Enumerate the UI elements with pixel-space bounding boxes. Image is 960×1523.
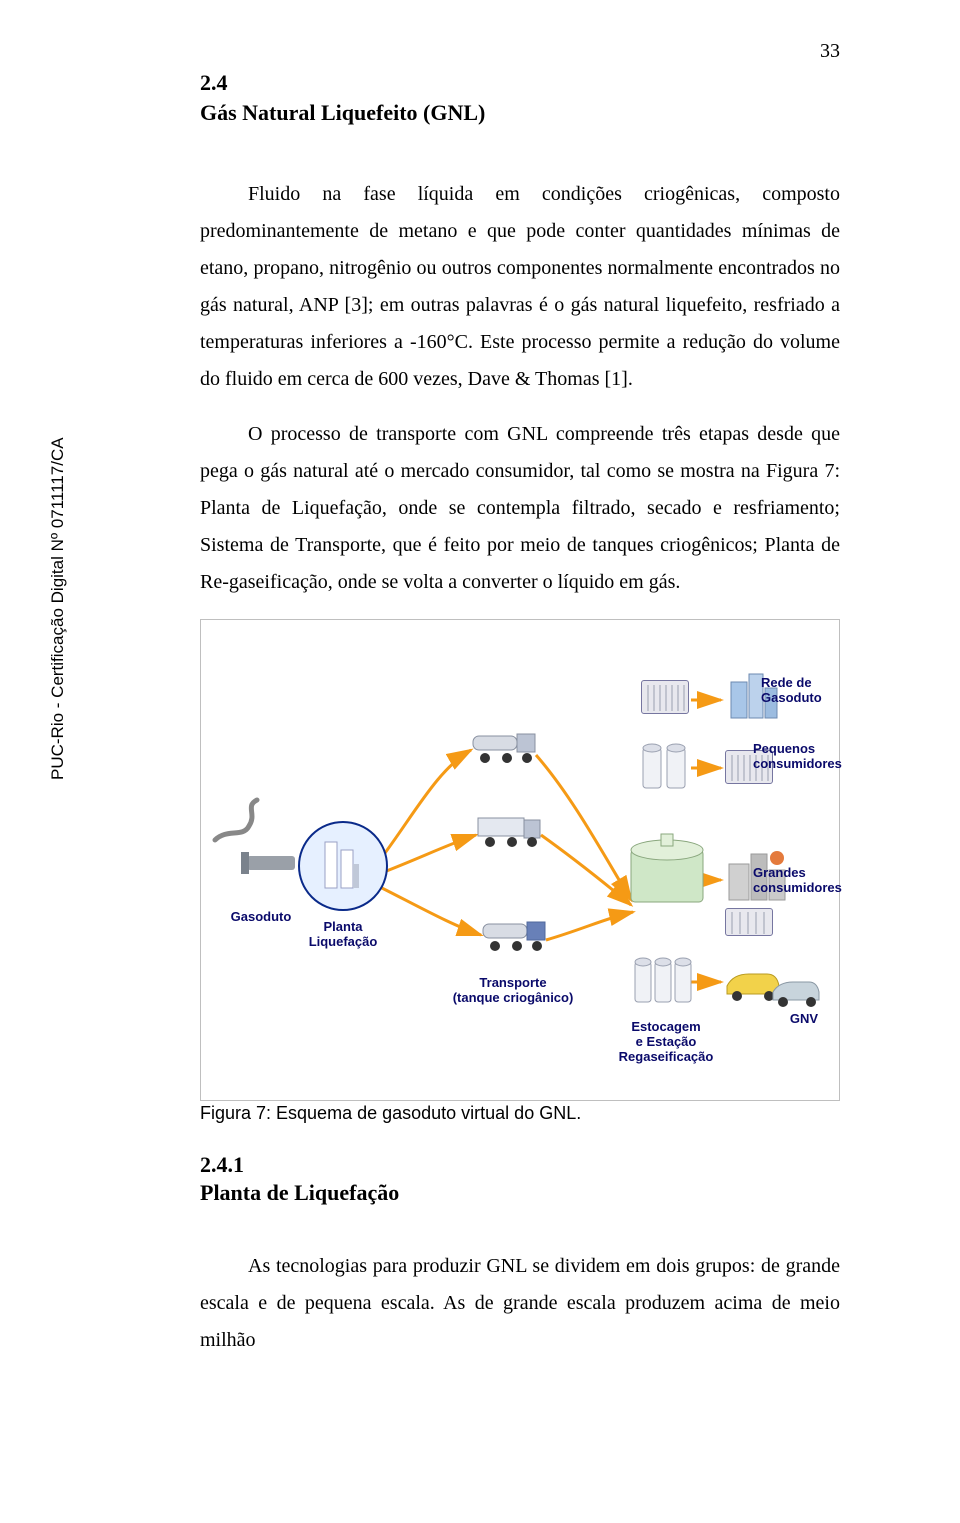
figure-box: Gasoduto Planta Liquefação — [200, 619, 840, 1101]
section-title: Gás Natural Liquefeito (GNL) — [200, 100, 840, 126]
label-planta: Planta Liquefação — [297, 920, 389, 950]
figure-caption: Figura 7: Esquema de gasoduto virtual do… — [200, 1103, 840, 1124]
storage-icon-2 — [639, 738, 691, 799]
diagram: Gasoduto Planta Liquefação — [201, 620, 837, 1100]
truck-icon-1 — [471, 728, 543, 773]
label-gasoduto: Gasoduto — [221, 910, 301, 925]
figure-7: Gasoduto Planta Liquefação — [200, 619, 840, 1124]
page: 33 PUC-Rio - Certificação Digital Nº 071… — [0, 0, 960, 1457]
paragraph-1: Fluido na fase líquida em condições crio… — [200, 176, 840, 398]
planta-icon — [297, 820, 389, 917]
subsection-title: Planta de Liquefação — [200, 1180, 840, 1206]
storage-icon-1 — [641, 680, 689, 714]
label-estocagem: Estocagem e Estação Regaseificação — [601, 1020, 731, 1065]
section-number: 2.4 — [200, 70, 840, 96]
label-pequenos: Pequenos consumidores — [753, 742, 853, 772]
dest-grandes-icon-2 — [725, 908, 773, 936]
storage-icon-4 — [633, 950, 697, 1013]
label-rede: Rede de Gasoduto — [761, 676, 841, 706]
label-gnv: GNV — [779, 1012, 829, 1027]
truck-icon-3 — [481, 916, 553, 963]
page-number: 33 — [820, 40, 840, 63]
truck-icon-2 — [476, 812, 548, 857]
gasoduto-pipe-icon — [241, 836, 301, 891]
dest-gnv-icon — [723, 960, 823, 1015]
label-transporte: Transporte (tanque criogânico) — [433, 976, 593, 1006]
storage-icon-3 — [625, 828, 709, 913]
subsection-number: 2.4.1 — [200, 1152, 840, 1178]
paragraph-3: As tecnologias para produzir GNL se divi… — [200, 1248, 840, 1359]
paragraph-2: O processo de transporte com GNL compree… — [200, 416, 840, 601]
label-grandes: Grandes consumidores — [753, 866, 853, 896]
certification-sidebar: PUC-Rio - Certificação Digital Nº 071111… — [48, 437, 68, 780]
